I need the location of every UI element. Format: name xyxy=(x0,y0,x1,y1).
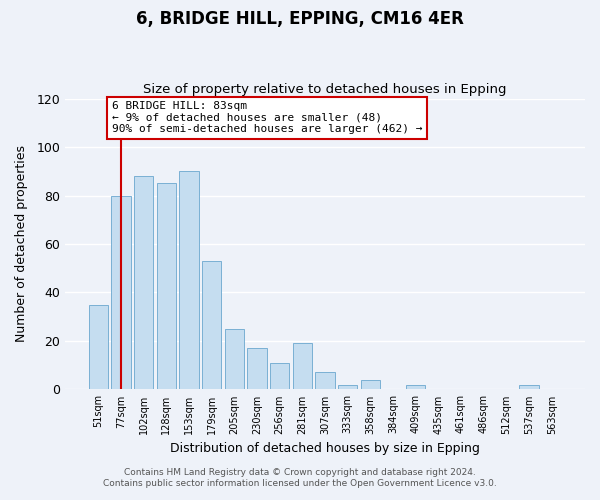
Bar xyxy=(179,172,199,390)
Bar xyxy=(316,372,335,390)
Bar xyxy=(225,329,244,390)
Text: 6, BRIDGE HILL, EPPING, CM16 4ER: 6, BRIDGE HILL, EPPING, CM16 4ER xyxy=(136,10,464,28)
Text: 6 BRIDGE HILL: 83sqm
← 9% of detached houses are smaller (48)
90% of semi-detach: 6 BRIDGE HILL: 83sqm ← 9% of detached ho… xyxy=(112,101,422,134)
Bar xyxy=(89,304,108,390)
Bar xyxy=(247,348,266,390)
Bar xyxy=(406,384,425,390)
Title: Size of property relative to detached houses in Epping: Size of property relative to detached ho… xyxy=(143,83,507,96)
Bar xyxy=(520,384,539,390)
X-axis label: Distribution of detached houses by size in Epping: Distribution of detached houses by size … xyxy=(170,442,480,455)
Bar xyxy=(270,363,289,390)
Bar xyxy=(293,344,312,390)
Y-axis label: Number of detached properties: Number of detached properties xyxy=(15,146,28,342)
Text: Contains HM Land Registry data © Crown copyright and database right 2024.
Contai: Contains HM Land Registry data © Crown c… xyxy=(103,468,497,487)
Bar xyxy=(157,184,176,390)
Bar xyxy=(112,196,131,390)
Bar xyxy=(134,176,154,390)
Bar xyxy=(361,380,380,390)
Bar xyxy=(338,384,358,390)
Bar xyxy=(202,261,221,390)
